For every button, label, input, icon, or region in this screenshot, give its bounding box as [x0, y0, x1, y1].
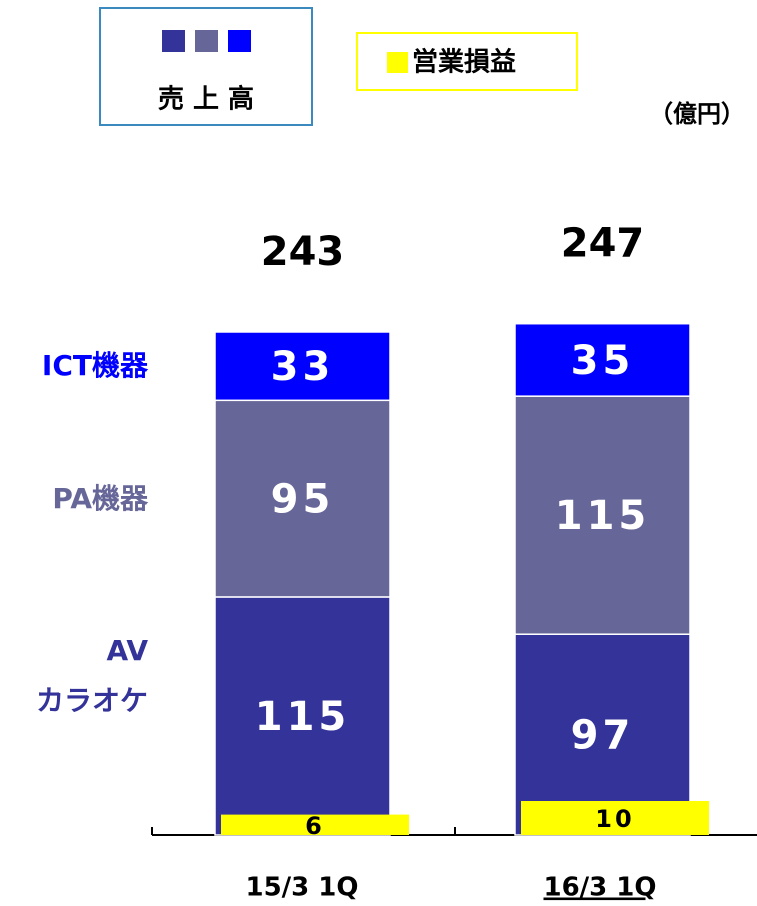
segment-label: 115	[555, 493, 651, 539]
series-label: PA機器	[52, 481, 148, 515]
series-label: ICT機器	[41, 349, 148, 383]
segment-label: 115	[255, 694, 351, 740]
legend-swatch	[228, 30, 251, 52]
bar-segment	[214, 331, 391, 402]
profit-label: 6	[305, 812, 325, 840]
segment-label: 97	[571, 713, 635, 759]
segment-label: 95	[271, 477, 335, 523]
legend-swatch	[195, 30, 218, 52]
total-label: 247	[561, 221, 645, 267]
bar-segment	[514, 322, 691, 397]
total-label: 243	[261, 229, 345, 275]
bar-segment	[214, 596, 391, 836]
series-label: AV カラオケ	[35, 633, 148, 717]
segment-label: 35	[571, 338, 635, 384]
x-tick-label: 16/3 1Q	[543, 873, 656, 903]
legend-swatch	[162, 30, 185, 52]
profit-bar	[221, 814, 409, 835]
bar-segment	[514, 395, 691, 635]
unit-label: （億円）	[649, 100, 745, 128]
profit-legend-swatch	[387, 52, 408, 73]
bar-segment	[214, 399, 391, 598]
sales-legend-box	[99, 7, 313, 126]
profit-bar	[521, 801, 709, 835]
profit-legend-label: 営業損益	[412, 48, 516, 78]
sales-legend-label: 売 上 高	[158, 84, 254, 115]
x-tick-label: 15/3 1Q	[245, 873, 358, 903]
segment-label: 33	[271, 344, 335, 390]
profit-label: 10	[595, 805, 634, 833]
